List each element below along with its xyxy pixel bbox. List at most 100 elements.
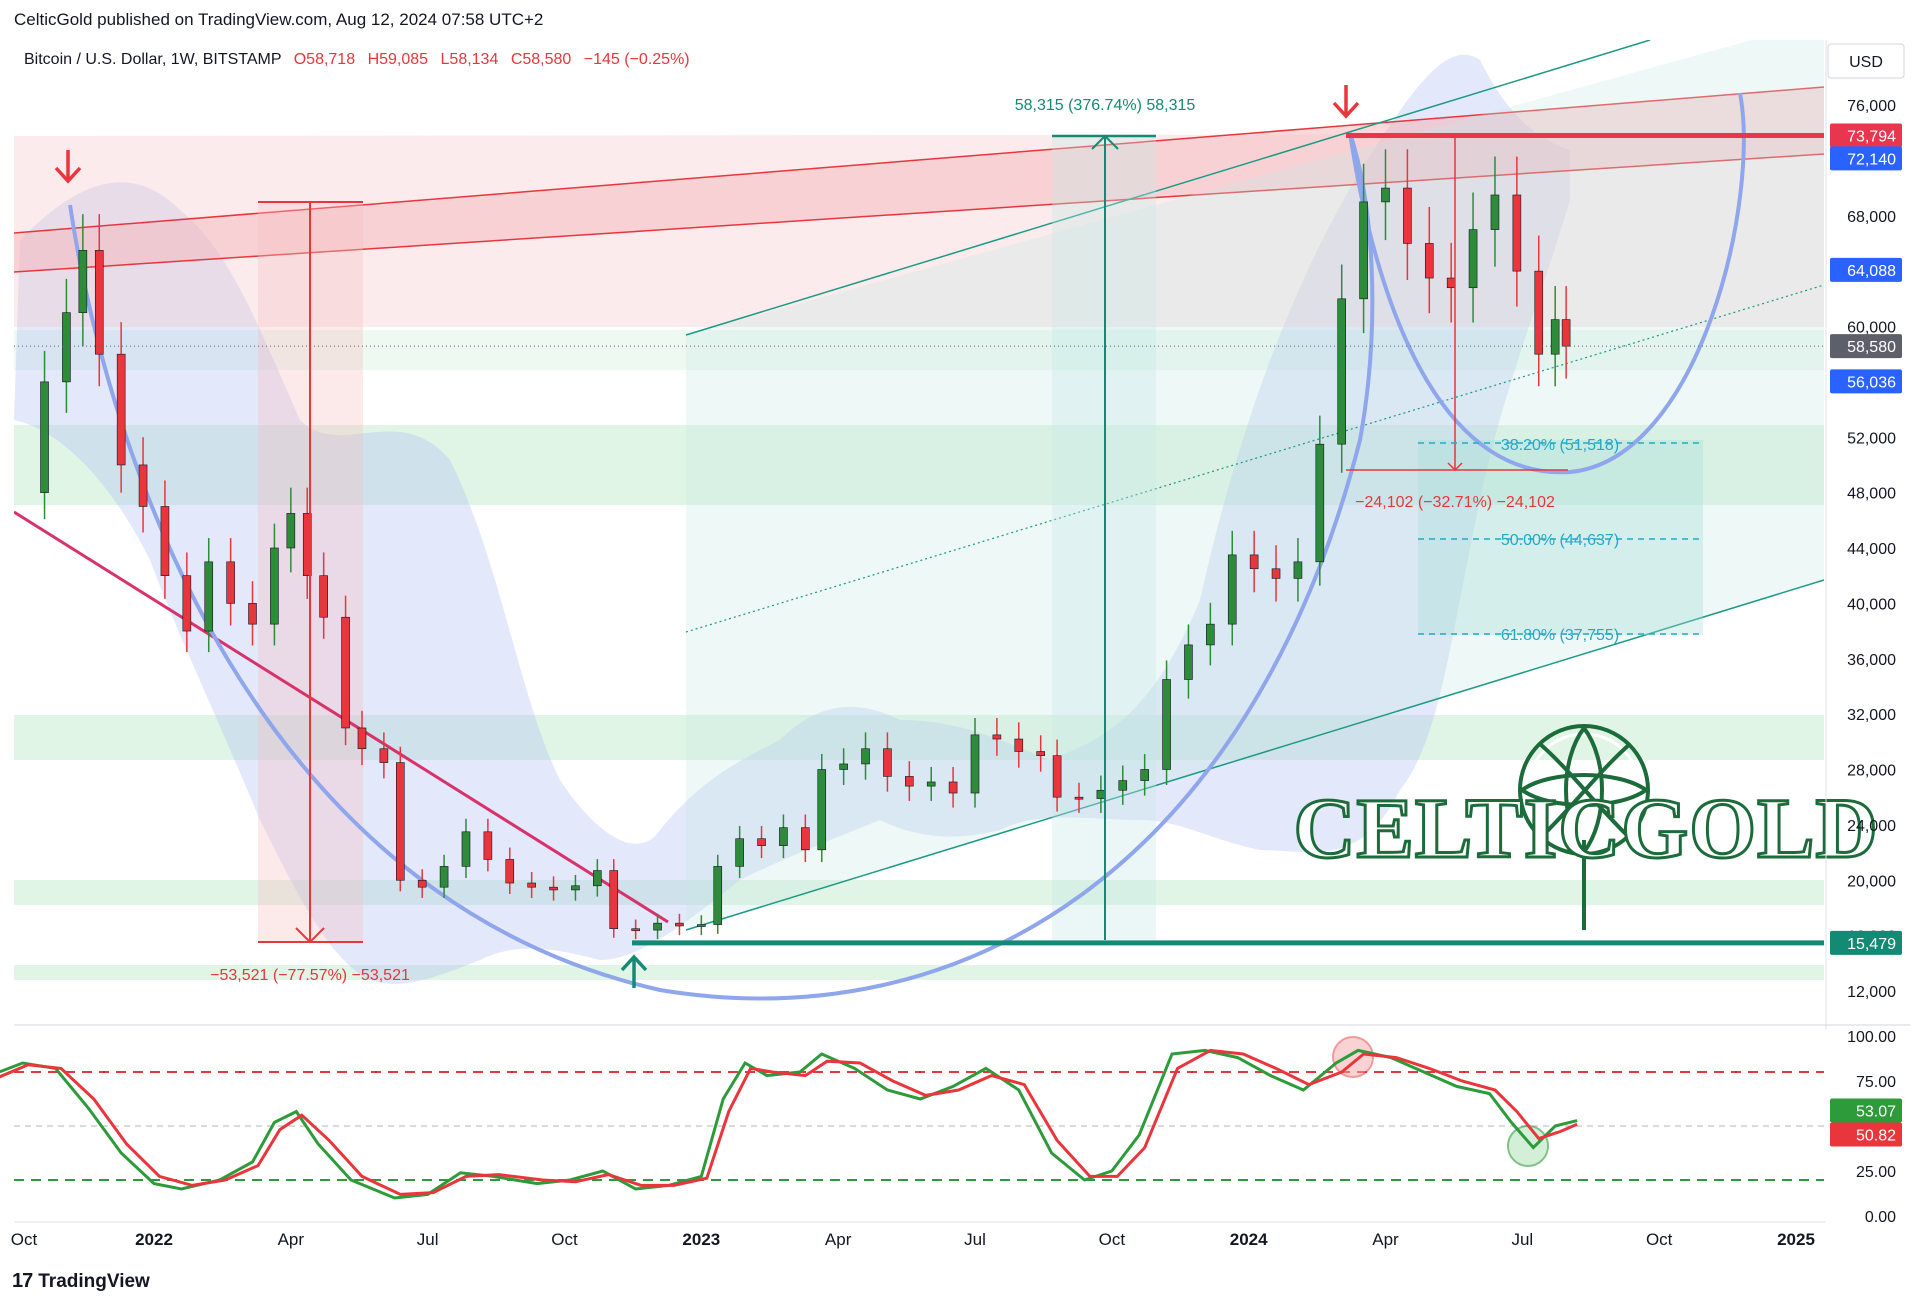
candle-body [204, 561, 214, 632]
price-tag-label: 64,088 [1847, 263, 1896, 280]
candle-body [1249, 554, 1259, 570]
candle-body [571, 885, 580, 891]
down-arrow-icon [54, 150, 82, 184]
tradingview-footer[interactable]: 17 TradingView [12, 1270, 150, 1293]
time-tick-label: Apr [825, 1230, 852, 1249]
price-tag [1830, 146, 1902, 171]
candle-body [302, 513, 312, 576]
tradingview-brand: TradingView [38, 1270, 150, 1292]
candle-body [883, 748, 892, 777]
candle-body [395, 762, 405, 881]
stoch-k-line [0, 1048, 1578, 1200]
price-tag [1830, 334, 1902, 359]
time-tick-label: Jul [1511, 1230, 1533, 1249]
rising-channel-mid [685, 284, 1824, 633]
candle-body [1512, 194, 1522, 272]
price-tag [1830, 123, 1902, 148]
candle-body [926, 781, 936, 787]
support-band [14, 965, 1824, 980]
price-tick-label: 20,000 [1847, 873, 1896, 890]
candle-body [992, 734, 1002, 740]
candle-body [341, 616, 350, 729]
candle-body [1359, 201, 1368, 300]
time-tick-label: 2022 [135, 1230, 173, 1249]
candle-body [248, 603, 257, 625]
candle-body [817, 769, 827, 851]
candle-body [735, 838, 744, 867]
correction-arrowhead [1447, 462, 1463, 472]
price-tick-label: 44,000 [1847, 541, 1896, 558]
candle-body [1293, 561, 1303, 579]
candle-body [801, 827, 810, 851]
candle-body [757, 838, 766, 846]
candle-body [78, 250, 88, 313]
candle-body [1096, 789, 1106, 799]
currency-button[interactable] [1827, 43, 1905, 79]
candle-body [1271, 568, 1281, 579]
fib-382-label: 38.20% (51,518) [1501, 437, 1619, 454]
osc-tag [1830, 1122, 1902, 1147]
down-arrow-icon [1332, 85, 1360, 119]
candle-body [138, 464, 148, 507]
downtrend-line [14, 510, 669, 924]
candle-body [417, 879, 427, 888]
candle-body [593, 870, 602, 887]
time-tick-label: Oct [551, 1230, 578, 1249]
legend-close: C58,580 [511, 51, 572, 68]
fib-618-label: 61.80% (37,755) [1501, 627, 1619, 644]
candle-body [1036, 751, 1045, 756]
time-axis[interactable]: Oct 2022 Apr Jul Oct 2023 Apr Jul Oct 2024 Apr Jul O… [11, 1230, 1815, 1249]
candle-body [779, 827, 788, 846]
candle-body [675, 922, 684, 927]
osc-tag-label: 53.07 [1856, 1103, 1896, 1120]
fib-500-label: 50.00% (44,637) [1501, 532, 1619, 549]
time-tick-label: 2025 [1777, 1230, 1815, 1249]
price-tags: 73,794 72,140 64,088 58,580 56,036 15,479 [1830, 123, 1902, 955]
price-tick-label: 40,000 [1847, 596, 1896, 613]
candle-body [527, 882, 536, 888]
candle-body [653, 922, 662, 931]
candle-body [286, 513, 296, 549]
candle-body [62, 312, 71, 383]
candle-body [1118, 780, 1128, 791]
price-tag-label: 56,036 [1847, 374, 1896, 391]
candle-body [160, 506, 170, 576]
rise-arrowhead [1091, 134, 1119, 150]
candle-body [379, 748, 389, 763]
candle-body [861, 748, 870, 765]
oscillator-pane [0, 1036, 1824, 1200]
tradingview-logo-icon: 17 [12, 1270, 33, 1292]
time-tick-label: 2024 [1230, 1230, 1268, 1249]
legend-change: −145 (−0.25%) [584, 51, 690, 68]
osc-top-marker [1332, 1036, 1374, 1078]
support-band [14, 330, 1824, 370]
drop-label: −53,521 (−77.57%) −53,521 [210, 967, 410, 984]
candle-body [357, 727, 367, 750]
candle-body [1227, 554, 1237, 625]
candle-body [905, 776, 914, 787]
stoch-d-line [0, 1048, 1578, 1196]
candle-body [1140, 769, 1149, 781]
candle-body [609, 870, 619, 930]
candle-body [483, 831, 493, 860]
volatility-cloud [14, 54, 1570, 984]
oscillator-tags: 53.07 50.82 [1830, 1098, 1902, 1147]
rise-label: 58,315 (376.74%) 58,315 [1015, 97, 1196, 114]
svg-text:Bitcoin / U.S. Dollar, 1W, BIT: Bitcoin / U.S. Dollar, 1W, BITSTAMP O58,… [24, 51, 690, 68]
celtic-knot-icon [1518, 724, 1650, 930]
candle-body [1403, 187, 1412, 244]
candle-body [1162, 679, 1171, 770]
candle-body [1446, 277, 1456, 289]
candle-body [1550, 319, 1560, 355]
currency-button-label: USD [1849, 54, 1883, 71]
candle-body [1052, 755, 1062, 798]
price-tick-label: 48,000 [1847, 486, 1896, 503]
price-tick-label: 32,000 [1847, 707, 1896, 724]
candle-body [1184, 644, 1193, 680]
price-tag [1830, 930, 1902, 955]
legend-high: H59,085 [368, 51, 429, 68]
candle-body [1424, 243, 1434, 279]
osc-tag [1830, 1098, 1902, 1123]
candle-body [839, 763, 848, 770]
